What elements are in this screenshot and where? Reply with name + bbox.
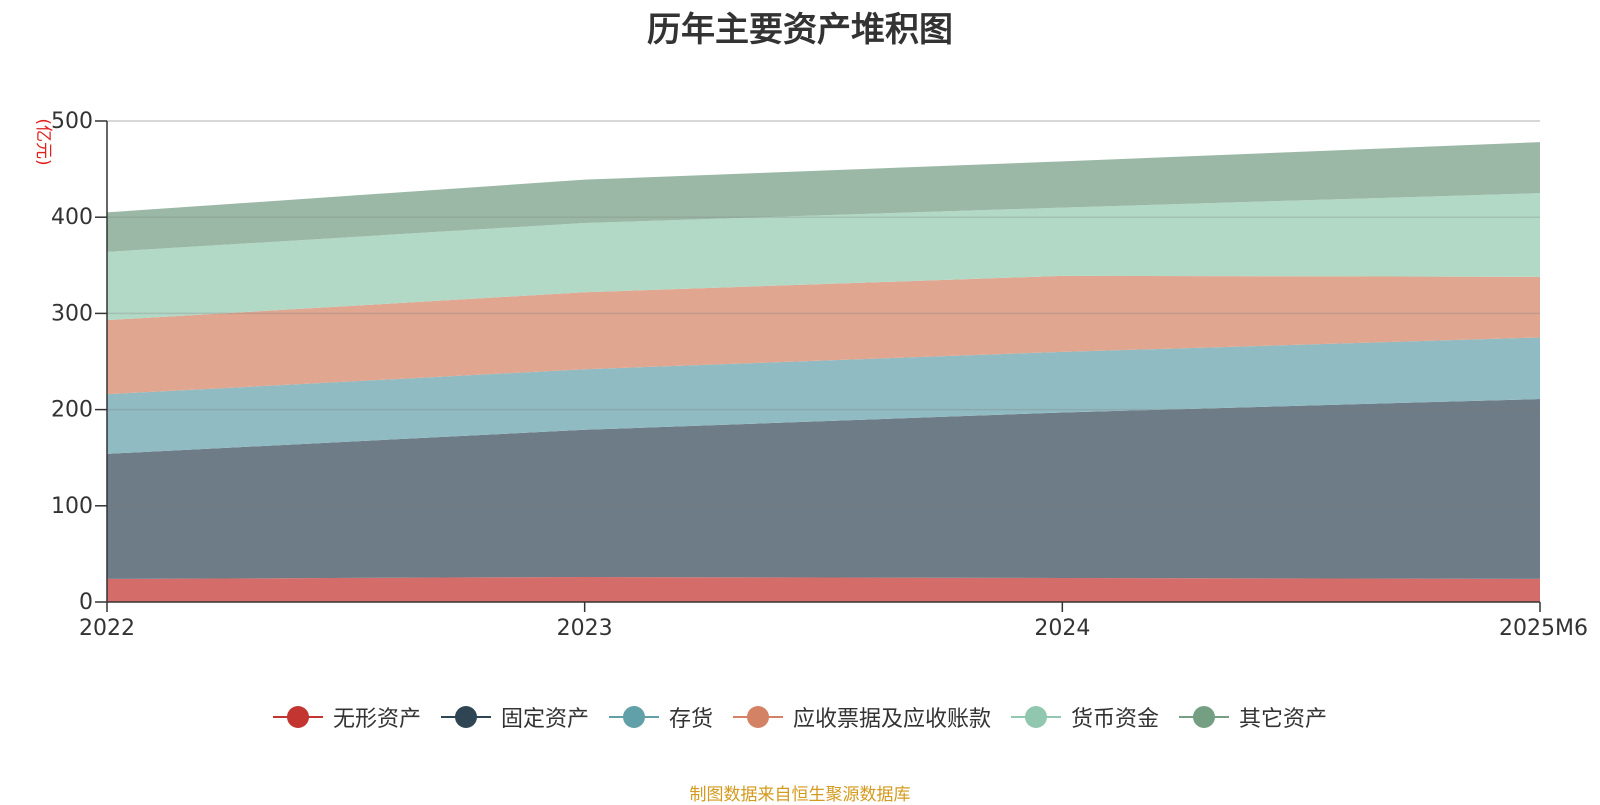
x-tick-label-1: 2023 [557,616,613,641]
y-tick-label-0: 0 [79,590,93,615]
legend-item-0[interactable]: 无形资产 [272,701,421,733]
y-tick-label-2: 200 [51,398,93,423]
area-series-2[interactable] [107,337,1540,454]
legend-label: 其它资产 [1239,707,1328,732]
legend-marker-icon [1179,705,1230,729]
y-tick-label-1: 100 [51,494,93,519]
legend-item-4[interactable]: 货币资金 [1011,701,1159,733]
legend-item-2[interactable]: 存货 [608,701,713,733]
series-areas [107,142,1540,602]
area-series-5[interactable] [107,142,1540,252]
legend: 无形资产 固定资产 存货 应收票据及应收账款 货币资金 其它资产 [0,701,1600,733]
legend-label: 存货 [668,707,713,732]
legend-label: 无形资产 [332,707,421,732]
y-axis-label: (亿元) [33,118,53,165]
axes: 0 100 200 300 400 500 2022 2023 2024 2025M6 [51,109,1588,641]
area-series-4[interactable] [107,193,1540,321]
legend-label: 应收票据及应收账款 [793,707,992,732]
chart-title: 历年主要资产堆积图 [647,10,953,50]
legend-item-5[interactable]: 其它资产 [1179,701,1327,733]
legend-marker-icon [272,705,323,729]
y-tick-label-3: 300 [51,301,93,326]
area-series-3[interactable] [107,275,1540,395]
area-series-0[interactable] [107,576,1540,602]
legend-item-3[interactable]: 应收票据及应收账款 [733,701,991,733]
x-tick-label-0: 2022 [79,616,135,641]
legend-marker-icon [440,705,491,729]
grid-lines [107,120,1540,507]
y-tick-label-5: 500 [51,109,93,134]
area-series-1[interactable] [107,399,1540,579]
legend-item-1[interactable]: 固定资产 [440,701,589,733]
x-tick-label-2: 2024 [1034,616,1090,641]
legend-marker-icon [1011,705,1062,729]
legend-label: 货币资金 [1071,707,1160,732]
source-note: 制图数据来自恒生聚源数据库 [689,785,911,805]
legend-marker-icon [733,705,783,729]
y-tick-label-4: 400 [51,205,93,230]
legend-marker-icon [608,705,659,729]
x-tick-label-3: 2025M6 [1499,616,1588,641]
legend-label: 固定资产 [500,707,589,732]
